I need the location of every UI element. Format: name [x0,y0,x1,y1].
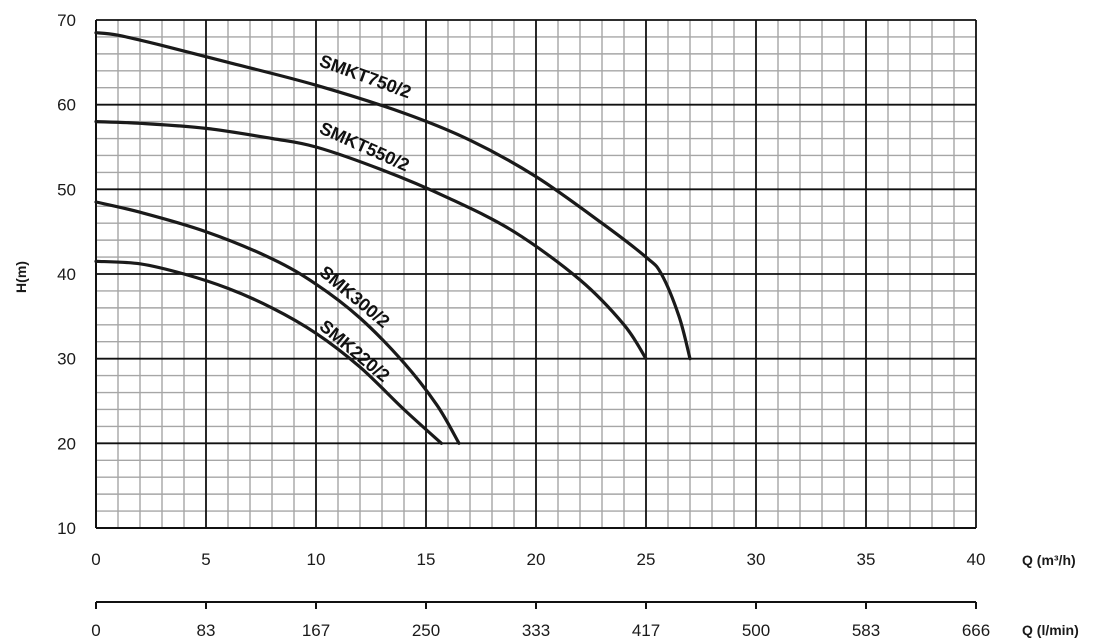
x-tick-label: 25 [637,550,656,569]
x2-axis-title: Q (l/min) [1022,622,1079,638]
x-axis-title: Q (m³/h) [1022,552,1076,568]
curve-smk220-2 [94,259,443,445]
x2-tick-label: 250 [412,621,440,640]
major-grid [95,19,977,529]
y-tick-label: 70 [57,11,76,30]
curve-smkt750-2 [94,31,692,361]
y-tick-label: 30 [57,350,76,369]
x2-tick-label: 666 [962,621,990,640]
curve-label: SMKT750/2 [317,51,414,103]
curve-label: SMKT550/2 [317,118,413,175]
x2-tick-label: 500 [742,621,770,640]
x2-tick-label: 583 [852,621,880,640]
x2-tick-label: 0 [91,621,100,640]
y-tick-label: 20 [57,434,76,453]
curves [94,31,692,445]
secondary-x-axis: 0 83 167 250 333 417 500 583 666 [91,601,990,640]
x2-tick-label: 83 [197,621,216,640]
x-tick-label: 20 [527,550,546,569]
x2-tick-label: 333 [522,621,550,640]
x2-tick-label: 417 [632,621,660,640]
y-tick-label: 40 [57,265,76,284]
y-tick-label: 60 [57,96,76,115]
x-tick-label: 30 [747,550,766,569]
x2-tick-label: 167 [302,621,330,640]
x-tick-label: 35 [857,550,876,569]
x-tick-label: 5 [201,550,210,569]
x-tick-label: 40 [967,550,986,569]
y-tick-label: 10 [57,519,76,538]
x-tick-label: 10 [307,550,326,569]
y-tick-label: 50 [57,180,76,199]
x-tick-label: 0 [91,550,100,569]
y-axis-title: H(m) [13,261,29,293]
x-tick-label: 15 [417,550,436,569]
curve-smkt550-2 [94,120,648,361]
tick-labels: 0 5 10 15 20 25 30 35 40 10 20 30 40 50 60 70 [57,11,985,569]
curve-smk300-2 [94,200,461,445]
